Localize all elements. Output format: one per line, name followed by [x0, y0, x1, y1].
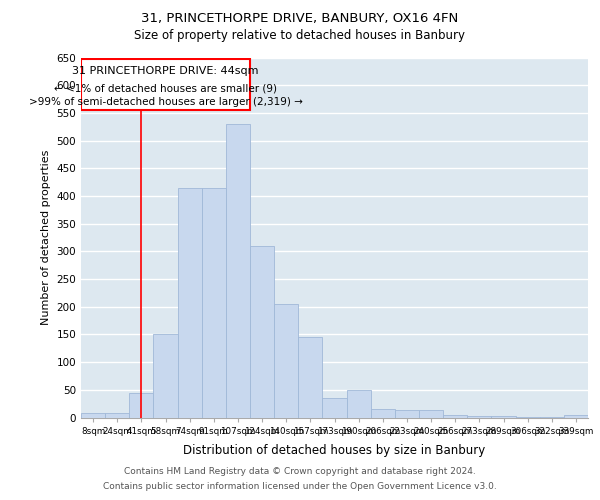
Text: Contains public sector information licensed under the Open Government Licence v3: Contains public sector information licen…: [103, 482, 497, 491]
Text: 31, PRINCETHORPE DRIVE, BANBURY, OX16 4FN: 31, PRINCETHORPE DRIVE, BANBURY, OX16 4F…: [142, 12, 458, 25]
Bar: [105, 413, 129, 418]
Bar: [491, 416, 515, 418]
Bar: [226, 124, 250, 418]
FancyBboxPatch shape: [81, 58, 250, 110]
Bar: [298, 337, 322, 417]
Bar: [467, 416, 491, 418]
Y-axis label: Number of detached properties: Number of detached properties: [41, 150, 51, 325]
Bar: [443, 414, 467, 418]
X-axis label: Distribution of detached houses by size in Banbury: Distribution of detached houses by size …: [184, 444, 485, 457]
Bar: [154, 334, 178, 417]
Bar: [419, 410, 443, 418]
Bar: [81, 413, 105, 418]
Bar: [347, 390, 371, 417]
Text: Size of property relative to detached houses in Banbury: Size of property relative to detached ho…: [134, 28, 466, 42]
Bar: [178, 188, 202, 418]
Bar: [540, 417, 564, 418]
Text: ← <1% of detached houses are smaller (9): ← <1% of detached houses are smaller (9): [54, 84, 277, 94]
Text: >99% of semi-detached houses are larger (2,319) →: >99% of semi-detached houses are larger …: [29, 97, 302, 107]
Bar: [564, 414, 588, 418]
Bar: [274, 304, 298, 418]
Bar: [202, 188, 226, 418]
Text: 31 PRINCETHORPE DRIVE: 44sqm: 31 PRINCETHORPE DRIVE: 44sqm: [72, 66, 259, 76]
Bar: [129, 392, 154, 417]
Bar: [395, 410, 419, 418]
Text: Contains HM Land Registry data © Crown copyright and database right 2024.: Contains HM Land Registry data © Crown c…: [124, 467, 476, 476]
Bar: [515, 417, 540, 418]
Bar: [371, 409, 395, 418]
Bar: [250, 246, 274, 418]
Bar: [322, 398, 347, 417]
